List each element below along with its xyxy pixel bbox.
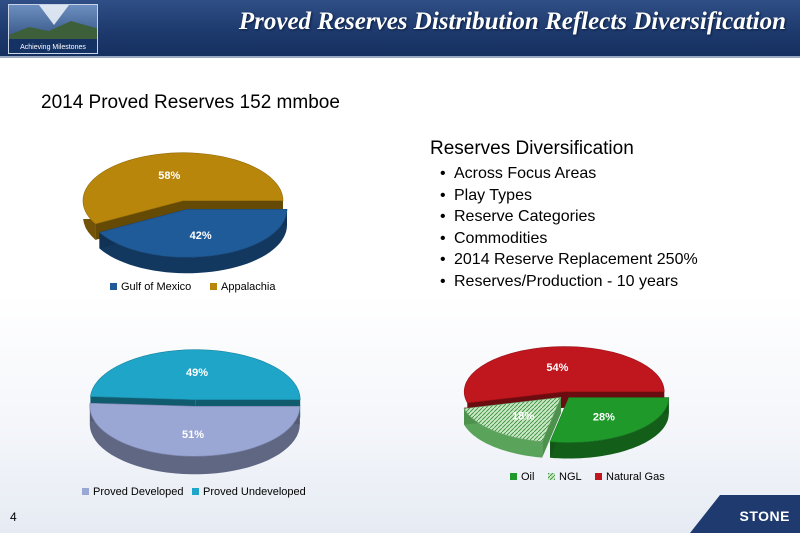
legend-label: Oil [521, 471, 534, 483]
legend-label: Appalachia [221, 281, 276, 293]
corner-logo-text: STONE [739, 508, 790, 524]
bullet-item: Across Focus Areas [430, 163, 770, 185]
pie-svg: 49% 51% Proved Developed Proved Undeveloped [82, 349, 306, 498]
legend-item: Appalachia [210, 281, 276, 293]
reserves-subtitle: 2014 Proved Reserves 152 mmboe [41, 92, 340, 113]
category-pie-chart: 49% 51% Proved Developed Proved Undeveloped [60, 345, 330, 505]
header-bar: Achieving Milestones Proved Reserves Dis… [0, 0, 800, 58]
commodity-pie-chart: 54% 18% 28% Oil NGL Natural Gas [450, 340, 690, 490]
pie-svg: 58% 42% Gulf of Mexico Appalachia [82, 152, 288, 293]
pie-slice: 49% [90, 349, 301, 418]
legend-label: Gulf of Mexico [121, 281, 191, 293]
legend-swatch [210, 283, 217, 290]
bullets-heading: Reserves Diversification [430, 138, 634, 159]
area-pie-chart: 58% 42% Gulf of Mexico Appalachia [60, 150, 320, 300]
bullet-item: Play Types [430, 185, 770, 207]
legend-label: NGL [559, 471, 582, 483]
pie-data-label: 28% [593, 412, 615, 424]
legend-item: Proved Developed [82, 486, 184, 498]
bullet-item: 2014 Reserve Replacement 250% [430, 249, 770, 271]
bullet-item: Commodities [430, 228, 770, 250]
legend-swatch [110, 283, 117, 290]
legend-item: Oil [510, 471, 534, 483]
pie-data-label: 18% [512, 410, 534, 422]
legend-item: Natural Gas [595, 471, 665, 483]
legend-label: Proved Undeveloped [203, 486, 306, 498]
logo-caption: Achieving Milestones [20, 44, 86, 51]
company-logo: Achieving Milestones [8, 4, 98, 54]
pie-data-label: 51% [182, 429, 204, 441]
legend-item: NGL [548, 471, 582, 483]
pie-data-label: 58% [158, 170, 180, 182]
pie-slice: 28% [549, 397, 670, 459]
legend-label: Natural Gas [606, 471, 665, 483]
pie-data-label: 54% [546, 362, 568, 374]
pie-data-label: 49% [186, 367, 208, 379]
diversification-bullets: Reserves Diversification Across Focus Ar… [430, 138, 770, 292]
legend-item: Proved Undeveloped [192, 486, 306, 498]
corner-logo-shape [690, 495, 800, 533]
legend-swatch [595, 473, 602, 480]
bullet-item: Reserves/Production - 10 years [430, 271, 770, 293]
page-title: Proved Reserves Distribution Reflects Di… [238, 8, 786, 35]
logo-graphic [9, 5, 97, 53]
page-number: 4 [10, 510, 17, 524]
legend-swatch [510, 473, 517, 480]
pie-slice: 42% [98, 208, 288, 274]
legend-swatch [192, 488, 199, 495]
legend-swatch [82, 488, 89, 495]
bullet-item: Reserve Categories [430, 206, 770, 228]
legend-swatch [548, 473, 555, 480]
pie-slice: 18% [463, 397, 562, 458]
bullet-list: Across Focus Areas Play Types Reserve Ca… [430, 163, 770, 292]
pie-slice: 51% [89, 402, 301, 475]
legend-item: Gulf of Mexico [110, 281, 191, 293]
legend-label: Proved Developed [93, 486, 184, 498]
pie-data-label: 42% [190, 230, 212, 242]
corner-logo: STONE [690, 495, 800, 533]
pie-svg: 54% 18% 28% Oil NGL Natural Gas [463, 346, 670, 483]
